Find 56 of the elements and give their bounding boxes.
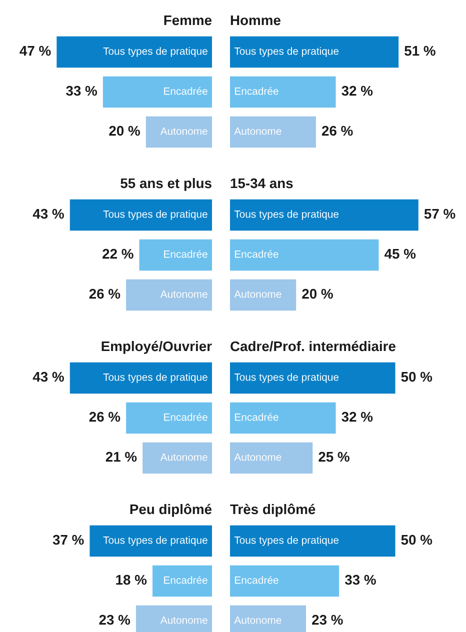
category-label: Tous types de pratique: [103, 536, 208, 546]
data-label: 26 %: [89, 288, 120, 299]
category-label: Tous types de pratique: [234, 536, 339, 546]
category-label: Tous types de pratique: [234, 47, 339, 57]
data-label: 21 %: [106, 452, 137, 462]
data-label: 33 %: [344, 574, 376, 585]
data-label: 50 %: [401, 534, 432, 545]
category-label: Autonome: [234, 128, 282, 135]
category-label: Autonome: [234, 454, 282, 461]
category-label: Encadrée: [235, 576, 278, 584]
category-label: Autonome: [160, 454, 208, 461]
category-label: Encadrée: [235, 250, 278, 258]
data-label: 26 %: [322, 126, 353, 136]
chart-title: Peu diplômé: [130, 504, 212, 517]
data-label: 22 %: [102, 248, 134, 259]
chart-title: Homme: [230, 16, 280, 26]
data-label: 25 %: [318, 452, 350, 462]
category-label: Autonome: [160, 616, 208, 624]
data-label: 33 %: [66, 86, 98, 96]
data-label: 18 %: [116, 574, 147, 585]
data-label: 32 %: [342, 86, 373, 96]
data-label: 20 %: [302, 288, 333, 299]
chart-title: 55 ans et plus: [120, 178, 212, 191]
category-label: Encadrée: [164, 576, 208, 584]
data-label: 45 %: [384, 248, 416, 259]
chart-title: Femme: [164, 16, 212, 26]
data-label: 43 %: [32, 372, 64, 382]
category-label: Encadrée: [164, 87, 208, 95]
category-label: Tous types de pratique: [103, 210, 208, 220]
data-label: 23 %: [312, 614, 343, 625]
category-label: Encadrée: [235, 87, 278, 95]
data-label: 43 %: [32, 208, 64, 219]
data-label: 37 %: [52, 534, 84, 545]
chart-title: Employé/Ouvrier: [102, 340, 212, 354]
data-label: 20 %: [109, 126, 140, 136]
chart-title: Cadre/Prof. intermédiaire: [230, 340, 396, 352]
category-label: Autonome: [234, 616, 282, 624]
data-label: 57 %: [424, 208, 456, 219]
category-label: Autonome: [160, 290, 208, 298]
category-label: Autonome: [160, 128, 208, 135]
category-label: Tous types de pratique: [234, 210, 339, 220]
data-label: 47 %: [20, 46, 51, 56]
category-label: Tous types de pratique: [103, 373, 208, 383]
category-label: Encadrée: [164, 250, 208, 258]
data-label: 51 %: [404, 46, 436, 56]
chart-title: Très diplômé: [230, 504, 316, 517]
category-label: Autonome: [234, 290, 282, 298]
data-label: 50 %: [401, 372, 432, 382]
chart-title: 15-34 ans: [230, 178, 293, 188]
category-label: Encadrée: [235, 413, 278, 421]
data-label: 26 %: [89, 412, 120, 422]
category-label: Tous types de pratique: [234, 373, 339, 383]
category-label: Encadrée: [164, 413, 208, 421]
category-label: Tous types de pratique: [103, 47, 208, 57]
data-label: 23 %: [99, 614, 130, 625]
data-label: 32 %: [342, 412, 373, 422]
